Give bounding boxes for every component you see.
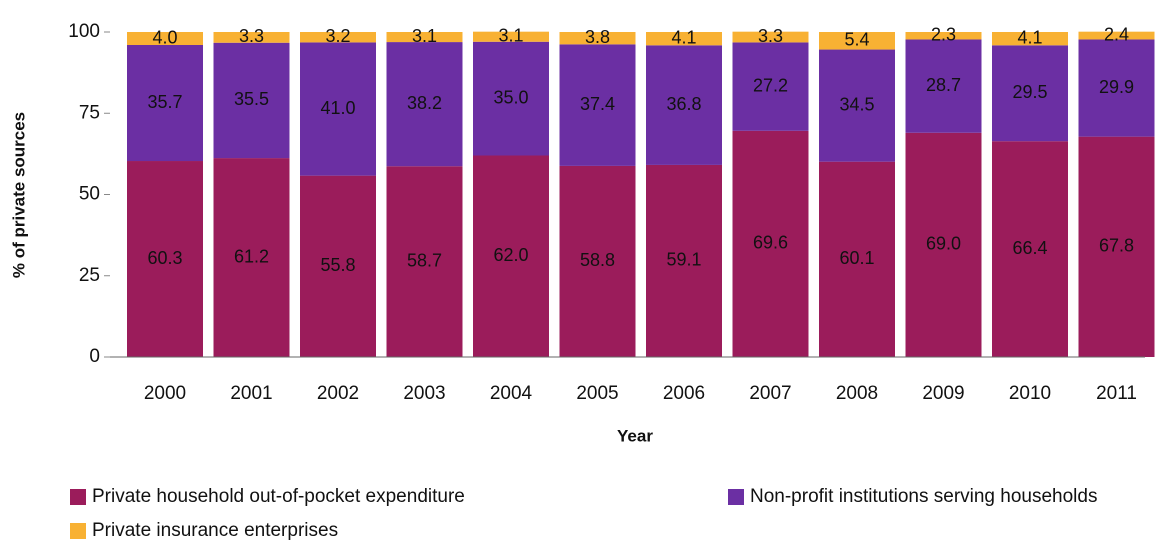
data-label: 69.0 <box>926 234 961 254</box>
data-label: 4.0 <box>152 27 177 47</box>
legend-label: Private household out-of-pocket expendit… <box>92 486 465 507</box>
bar-segment <box>559 44 636 166</box>
bar-segment <box>1078 31 1155 40</box>
bar-segment <box>819 49 895 162</box>
bar-segment <box>127 32 203 45</box>
data-label: 3.3 <box>239 26 264 46</box>
legend-swatch <box>70 523 86 539</box>
data-label: 3.1 <box>412 26 437 46</box>
bar-segment <box>473 31 549 42</box>
data-label: 28.7 <box>926 75 961 95</box>
bar-segment <box>732 42 809 131</box>
x-tick-label: 2009 <box>922 383 964 404</box>
y-tick-label: 75 <box>79 102 100 123</box>
data-label: 58.7 <box>407 250 442 270</box>
x-tick-label: 2007 <box>749 383 791 404</box>
bar-segment <box>732 31 809 43</box>
legend-swatch <box>70 489 86 505</box>
bar-segment <box>905 132 982 357</box>
x-axis-title: Year <box>617 426 653 445</box>
data-label: 34.5 <box>839 94 874 114</box>
bar-segment <box>905 32 982 40</box>
x-tick-label: 2004 <box>490 383 533 404</box>
data-label: 2.3 <box>931 24 956 44</box>
data-label: 66.4 <box>1012 238 1047 258</box>
bar-segment <box>732 130 809 357</box>
x-tick-label: 2008 <box>836 383 878 404</box>
bar-segment <box>473 41 549 156</box>
bar-segment <box>213 42 290 159</box>
data-label: 41.0 <box>320 98 355 118</box>
bar-segment <box>386 166 463 357</box>
bar-segment <box>646 32 722 46</box>
legend-label: Private insurance enterprises <box>92 520 338 541</box>
x-tick-label: 2002 <box>317 383 359 404</box>
bar-segment <box>1078 136 1155 357</box>
bar-segment <box>300 42 376 176</box>
data-label: 29.5 <box>1012 82 1047 102</box>
x-tick-label: 2010 <box>1009 383 1051 404</box>
bar-segment <box>127 45 203 162</box>
data-label: 61.2 <box>234 246 269 266</box>
data-label: 2.4 <box>1104 24 1129 44</box>
data-label: 3.1 <box>498 25 523 45</box>
data-label: 4.1 <box>671 27 696 47</box>
x-tick-label: 2005 <box>576 383 618 404</box>
y-tick-label: 100 <box>68 21 100 42</box>
data-label: 4.1 <box>1017 27 1042 47</box>
data-label: 3.2 <box>325 26 350 46</box>
bar-segment <box>819 32 895 50</box>
y-tick-label: 50 <box>79 184 100 205</box>
x-tick-label: 2006 <box>663 383 705 404</box>
bar-segment <box>559 165 636 357</box>
bar-segment <box>646 45 722 165</box>
bar-segment <box>819 161 895 357</box>
bar-segment <box>1078 39 1155 137</box>
bar-segment <box>473 155 549 357</box>
bar-segment <box>905 39 982 133</box>
data-label: 35.0 <box>493 87 528 107</box>
data-label: 35.5 <box>234 89 269 109</box>
data-label: 3.3 <box>758 26 783 46</box>
x-tick-label: 2003 <box>403 383 445 404</box>
bar-segment <box>992 32 1068 46</box>
data-label: 55.8 <box>320 255 355 275</box>
data-label: 36.8 <box>666 94 701 114</box>
data-label: 67.8 <box>1099 236 1134 256</box>
bar-segment <box>300 175 376 357</box>
x-tick-label: 2011 <box>1096 383 1137 404</box>
y-tick-label: 25 <box>79 265 100 286</box>
data-label: 62.0 <box>493 245 528 265</box>
legend-swatch <box>728 489 744 505</box>
legend-label: Non-profit institutions serving househol… <box>750 486 1097 507</box>
data-label: 38.2 <box>407 93 442 113</box>
bar-segment <box>646 164 722 357</box>
data-label: 35.7 <box>147 92 182 112</box>
data-label: 27.2 <box>753 75 788 95</box>
bar-segment <box>386 32 463 43</box>
bar-segment <box>559 32 636 45</box>
data-label: 69.6 <box>753 233 788 253</box>
x-tick-label: 2001 <box>230 383 272 404</box>
data-label: 59.1 <box>666 250 701 270</box>
bar-segment <box>386 42 463 167</box>
data-label: 3.8 <box>585 27 610 47</box>
bar-segment <box>992 141 1068 357</box>
bar-segment <box>127 161 203 357</box>
y-axis-title: % of private sources <box>9 112 28 278</box>
data-label: 58.8 <box>580 250 615 270</box>
bar-segment <box>992 45 1068 142</box>
data-label: 5.4 <box>844 30 869 50</box>
data-label: 29.9 <box>1099 77 1134 97</box>
data-label: 60.1 <box>839 248 874 268</box>
data-label: 37.4 <box>580 94 615 114</box>
y-tick-label: 0 <box>89 346 100 367</box>
bar-segment <box>213 158 290 357</box>
bar-segment <box>300 32 376 43</box>
data-label: 60.3 <box>147 248 182 268</box>
bar-segment <box>213 32 290 43</box>
x-tick-label: 2000 <box>144 383 186 404</box>
